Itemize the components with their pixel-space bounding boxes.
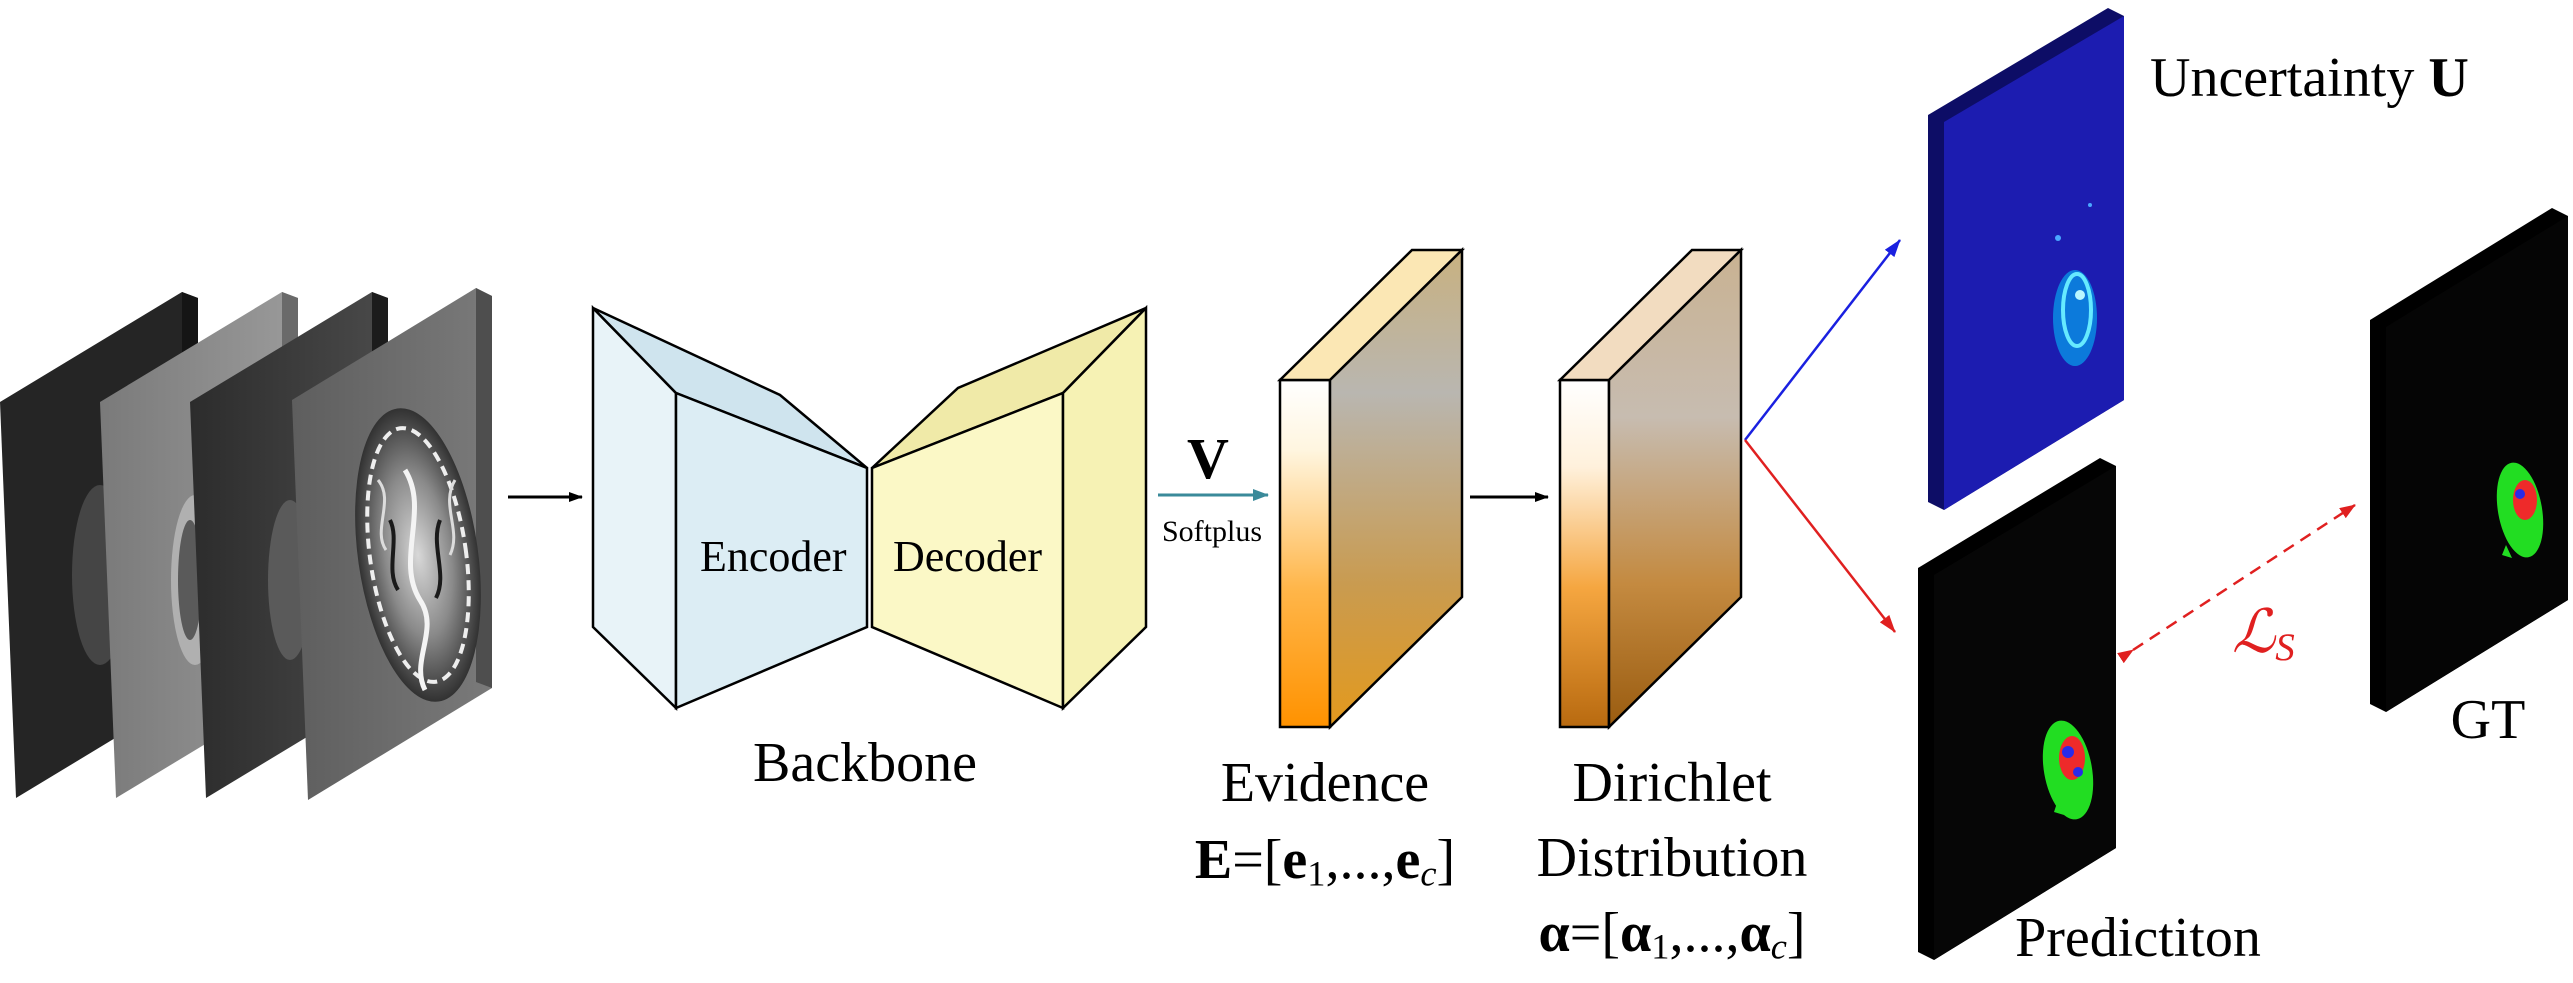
v-symbol: V (1187, 426, 1229, 491)
softplus-label: Softplus (1161, 515, 1263, 548)
arrow-to-uncertainty (1744, 239, 1901, 441)
decoder-block (870, 304, 1148, 711)
gt-mask (2496, 462, 2544, 558)
decoder-label: Decoder (893, 532, 1043, 581)
loss-subscript: S (2275, 625, 2295, 669)
brain-image (355, 408, 481, 702)
alpha-symbol: α (1538, 902, 1570, 964)
dirichlet-block (1556, 247, 1745, 730)
evidence-formula: E=[e1,...,ec] (1195, 832, 1455, 892)
alpha-formula: α=[α1,...,αc] (1538, 905, 1805, 965)
input-mri-stack (0, 288, 492, 800)
backbone (591, 304, 1148, 711)
evidence-subc: c (1420, 853, 1437, 894)
encoder-label: Encoder (700, 532, 847, 581)
alpha-close: ] (1786, 902, 1806, 964)
prediction-map (1918, 458, 2116, 960)
alpha-ac: α (1739, 902, 1771, 964)
evidence-close: ] (1436, 829, 1456, 891)
prediction-mask (2042, 720, 2094, 820)
loss-label: ℒS (2232, 602, 2295, 667)
uncertainty-symbol: U (2428, 47, 2469, 109)
arrow-to-prediction (1744, 439, 1896, 633)
prediction-label: Predictiton (2015, 907, 2261, 969)
gt-label: GT (2450, 689, 2526, 751)
gt-map (2370, 208, 2568, 712)
uncertainty-map (1928, 8, 2124, 510)
evidence-sub1: 1 (1307, 853, 1326, 894)
evidence-label: Evidence (1220, 752, 1430, 814)
uncertainty-hotspot (2053, 203, 2097, 366)
backbone-label: Backbone (753, 732, 977, 794)
dirichlet-label-line2: Distribution (1536, 827, 1808, 889)
uncertainty-label: Uncertainty U (2150, 50, 2469, 106)
dirichlet-label-line1: Dirichlet (1572, 752, 1772, 814)
alpha-a1: α (1619, 902, 1652, 964)
alpha-subc: c (1770, 926, 1787, 967)
evidence-eq: =[ (1232, 829, 1283, 891)
evidence-e1: e (1282, 829, 1308, 891)
uncertainty-text: Uncertainty (2150, 47, 2429, 109)
alpha-eq: =[ (1569, 902, 1620, 964)
loss-symbol: ℒ (2232, 599, 2276, 665)
evidence-symbol: E (1194, 829, 1233, 891)
evidence-ec: e (1395, 829, 1421, 891)
evidence-block (1276, 247, 1466, 730)
loss-double-arrow (2117, 503, 2356, 664)
encoder-block (591, 304, 869, 711)
alpha-sub1: 1 (1651, 926, 1670, 967)
evidence-dots: ,..., (1325, 829, 1396, 891)
alpha-dots: ,..., (1669, 902, 1740, 964)
mri-slice-4 (292, 288, 492, 800)
